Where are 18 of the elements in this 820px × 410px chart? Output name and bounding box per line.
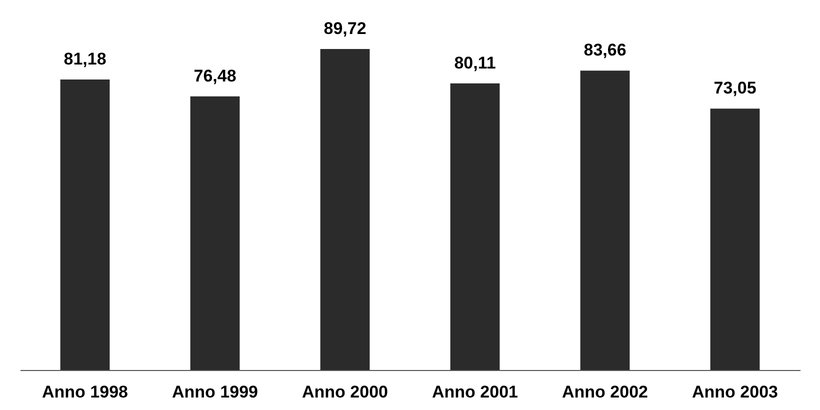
- x-tick-label: Anno 2002: [562, 382, 648, 402]
- data-label: 76,48: [194, 66, 236, 86]
- bar: [190, 96, 240, 370]
- x-tick-label: Anno 2000: [302, 382, 388, 402]
- bar: [450, 83, 500, 370]
- bar: [60, 80, 110, 370]
- bar: [320, 49, 370, 370]
- data-label: 83,66: [584, 40, 626, 60]
- data-label: 81,18: [64, 50, 106, 69]
- x-tick-label: Anno 2003: [692, 382, 778, 402]
- x-tick-label: Anno 1998: [42, 382, 128, 402]
- data-label: 80,11: [454, 53, 496, 72]
- data-label: 89,72: [324, 19, 366, 38]
- x-tick-label: Anno 1999: [172, 382, 258, 402]
- data-label: 73,05: [714, 78, 756, 98]
- bar: [580, 70, 630, 370]
- bar: [710, 108, 760, 370]
- x-tick-label: Anno 2001: [432, 382, 518, 402]
